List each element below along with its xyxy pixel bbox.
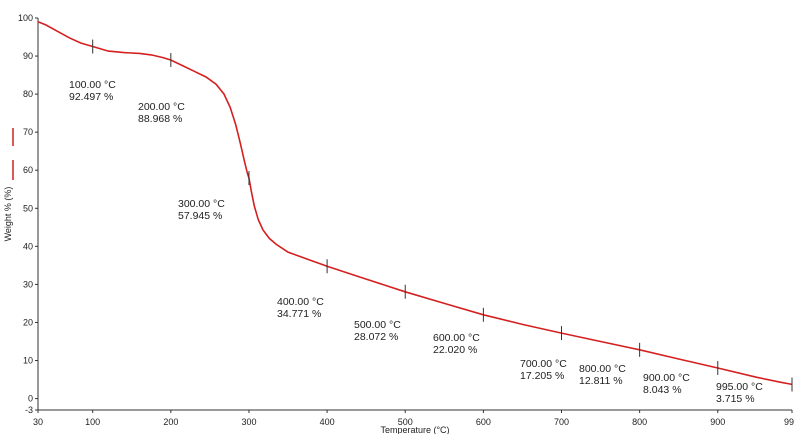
y-tick-label: 0 (28, 394, 33, 404)
annotation-temperature: 995.00 °C (716, 381, 763, 393)
y-tick-label: 20 (23, 317, 33, 327)
x-tick-label: 100 (85, 417, 100, 427)
y-tick-label: 30 (23, 279, 33, 289)
annotation-weight: 12.811 % (579, 375, 623, 387)
annotations: 100.00 °C92.497 % 200.00 °C88.968 % 300.00… (69, 79, 763, 405)
x-tick-label: 500 (398, 417, 413, 427)
annotation-weight: 88.968 % (138, 113, 182, 125)
annotation-weight: 8.043 % (643, 384, 682, 396)
x-ticks: 30 100 200 300 400 500 600 700 800 900 99 (33, 410, 794, 427)
y-tick-label: 50 (23, 203, 33, 213)
x-tick-label: 300 (241, 417, 256, 427)
annotation-weight: 57.945 % (178, 210, 222, 222)
x-tick-label: 600 (476, 417, 491, 427)
series-line (37, 21, 793, 386)
annotation-weight: 92.497 % (69, 91, 113, 103)
axes (37, 18, 792, 411)
annotation-weight: 3.715 % (716, 393, 755, 405)
annotation-temperature: 300.00 °C (178, 198, 225, 210)
annotation-weight: 22.020 % (433, 344, 477, 356)
x-tick-label: 900 (710, 417, 725, 427)
annotation-weight: 28.072 % (354, 331, 398, 343)
x-tick-label: 400 (320, 417, 335, 427)
y-tick-label: -3 (25, 405, 33, 415)
y-tick-label: 100 (18, 13, 33, 23)
x-tick-label: 200 (163, 417, 178, 427)
annotation-temperature: 500.00 °C (354, 319, 401, 331)
x-tick-label: 800 (632, 417, 647, 427)
x-tick-label: 99 (784, 417, 794, 427)
annotation-temperature: 800.00 °C (579, 363, 626, 375)
annotation-temperature: 600.00 °C (433, 332, 480, 344)
markers (92, 39, 793, 392)
annotation-weight: 34.771 % (277, 308, 321, 320)
annotation-weight: 17.205 % (520, 370, 564, 382)
y-tick-label: 90 (23, 51, 33, 61)
y-tick-label: 40 (23, 241, 33, 251)
annotation-temperature: 900.00 °C (643, 372, 690, 384)
x-tick-label: 30 (33, 417, 43, 427)
annotation-temperature: 100.00 °C (69, 79, 116, 91)
y-tick-label: 70 (23, 127, 33, 137)
y-axis-title: Weight % (%) (3, 187, 13, 242)
annotation-temperature: 400.00 °C (277, 296, 324, 308)
y-tick-label: 80 (23, 89, 33, 99)
x-axis-title: Temperature (°C) (380, 425, 449, 434)
x-tick-label: 700 (554, 417, 569, 427)
annotation-temperature: 200.00 °C (138, 101, 185, 113)
y-tick-label: 60 (23, 165, 33, 175)
annotation-temperature: 700.00 °C (520, 358, 567, 370)
y-tick-label: 10 (23, 356, 33, 366)
